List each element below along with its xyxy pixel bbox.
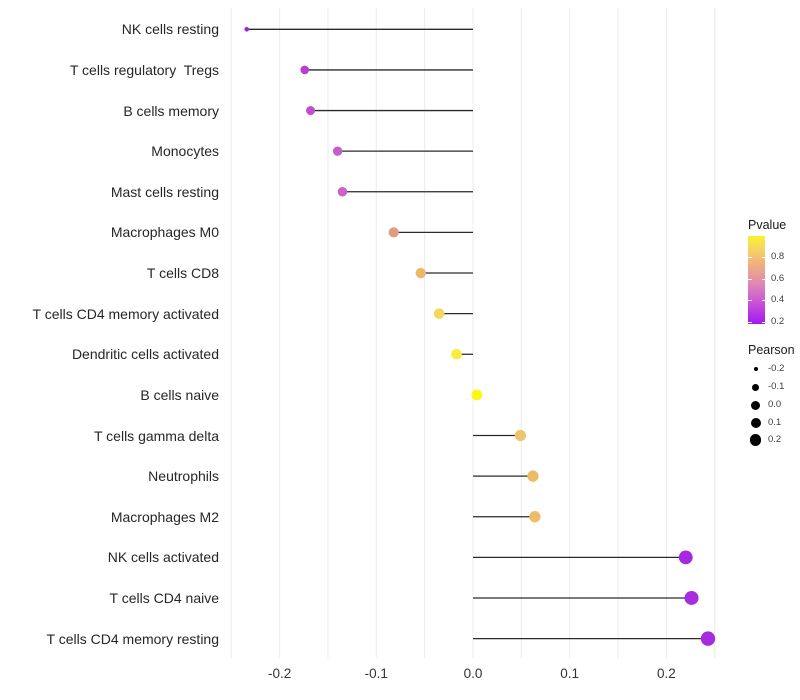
pearson-size-dot: [752, 383, 760, 391]
pearson-size-label: 0.2: [768, 434, 782, 445]
y-axis-label: NK cells activated: [107, 549, 219, 566]
pearson-size-dot: [753, 366, 758, 372]
y-axis-label: Macrophages M0: [110, 224, 219, 241]
pearson-size-dot: [751, 400, 761, 410]
y-axis-label: T cells CD4 naive: [109, 589, 219, 606]
colorbar-notch: [761, 322, 765, 324]
y-axis-label: T cells regulatory Tregs: [69, 61, 219, 78]
x-axis-tick-label: 0.1: [560, 665, 580, 681]
x-axis-tick-label: 0.0: [463, 665, 483, 681]
colorbar-notch: [748, 300, 752, 302]
pearson-size-label: 0.0: [768, 399, 782, 410]
lollipop-dot: [415, 267, 426, 279]
pvalue-tick-label: 0.6: [771, 272, 785, 284]
colorbar-notch: [748, 322, 752, 324]
colorbar-notch: [761, 278, 765, 280]
pearson-size-dot: [750, 417, 761, 429]
lollipop-dot: [678, 550, 693, 565]
y-axis-label: T cells gamma delta: [93, 427, 219, 444]
pvalue-tick-label: 0.2: [771, 316, 785, 328]
lollipop-dot: [433, 308, 445, 319]
pearson-size-label: -0.1: [768, 381, 785, 393]
y-axis-label: NK cells resting: [121, 21, 219, 38]
y-axis-label: Monocytes: [151, 143, 219, 160]
lollipop-dot: [451, 348, 462, 360]
y-axis-label: B cells naive: [140, 386, 219, 403]
x-axis-tick-label: 0.2: [657, 665, 676, 681]
lollipop-dot: [700, 631, 716, 646]
colorbar-notch: [748, 257, 752, 259]
x-axis-tick-label: -0.2: [267, 665, 292, 681]
pearson-size-label: 0.1: [768, 417, 782, 428]
y-axis-label: Mast cells resting: [110, 183, 219, 200]
colorbar-notch: [761, 257, 765, 259]
pvalue-tick-label: 0.4: [771, 294, 785, 306]
y-axis-label: Macrophages M2: [110, 508, 219, 525]
y-axis-label: T cells CD4 memory resting: [46, 630, 219, 647]
y-axis-label: T cells CD8: [146, 265, 219, 282]
pvalue-legend-title: Pvalue: [748, 218, 787, 232]
lollipop-dot: [471, 389, 483, 401]
colorbar-notch: [761, 300, 765, 302]
lollipop-dot: [332, 146, 343, 156]
pearson-size-label: -0.2: [768, 363, 785, 374]
lollipop-dot: [527, 470, 539, 482]
pvalue-tick-label: 0.8: [771, 251, 785, 263]
lollipop-dot: [388, 227, 399, 238]
lollipop-dot: [514, 429, 526, 442]
y-axis-label: Dendritic cells activated: [71, 346, 219, 363]
y-axis-label: Neutrophils: [148, 468, 219, 485]
y-axis-label: B cells memory: [123, 102, 219, 119]
x-axis-tick-label: -0.1: [364, 665, 388, 681]
lollipop-dot: [300, 65, 310, 75]
colorbar-notch: [748, 278, 752, 280]
lollipop-dot: [529, 511, 541, 523]
pvalue-colorbar: [748, 236, 765, 324]
y-axis-label: T cells CD4 memory activated: [32, 305, 219, 322]
pearson-size-dot: [750, 434, 762, 446]
lollipop-dot: [244, 27, 250, 32]
pearson-legend-title: Pearson: [748, 343, 795, 357]
lollipop-dot: [337, 186, 348, 197]
lollipop-dot: [684, 590, 699, 605]
lollipop-dot: [306, 106, 316, 116]
